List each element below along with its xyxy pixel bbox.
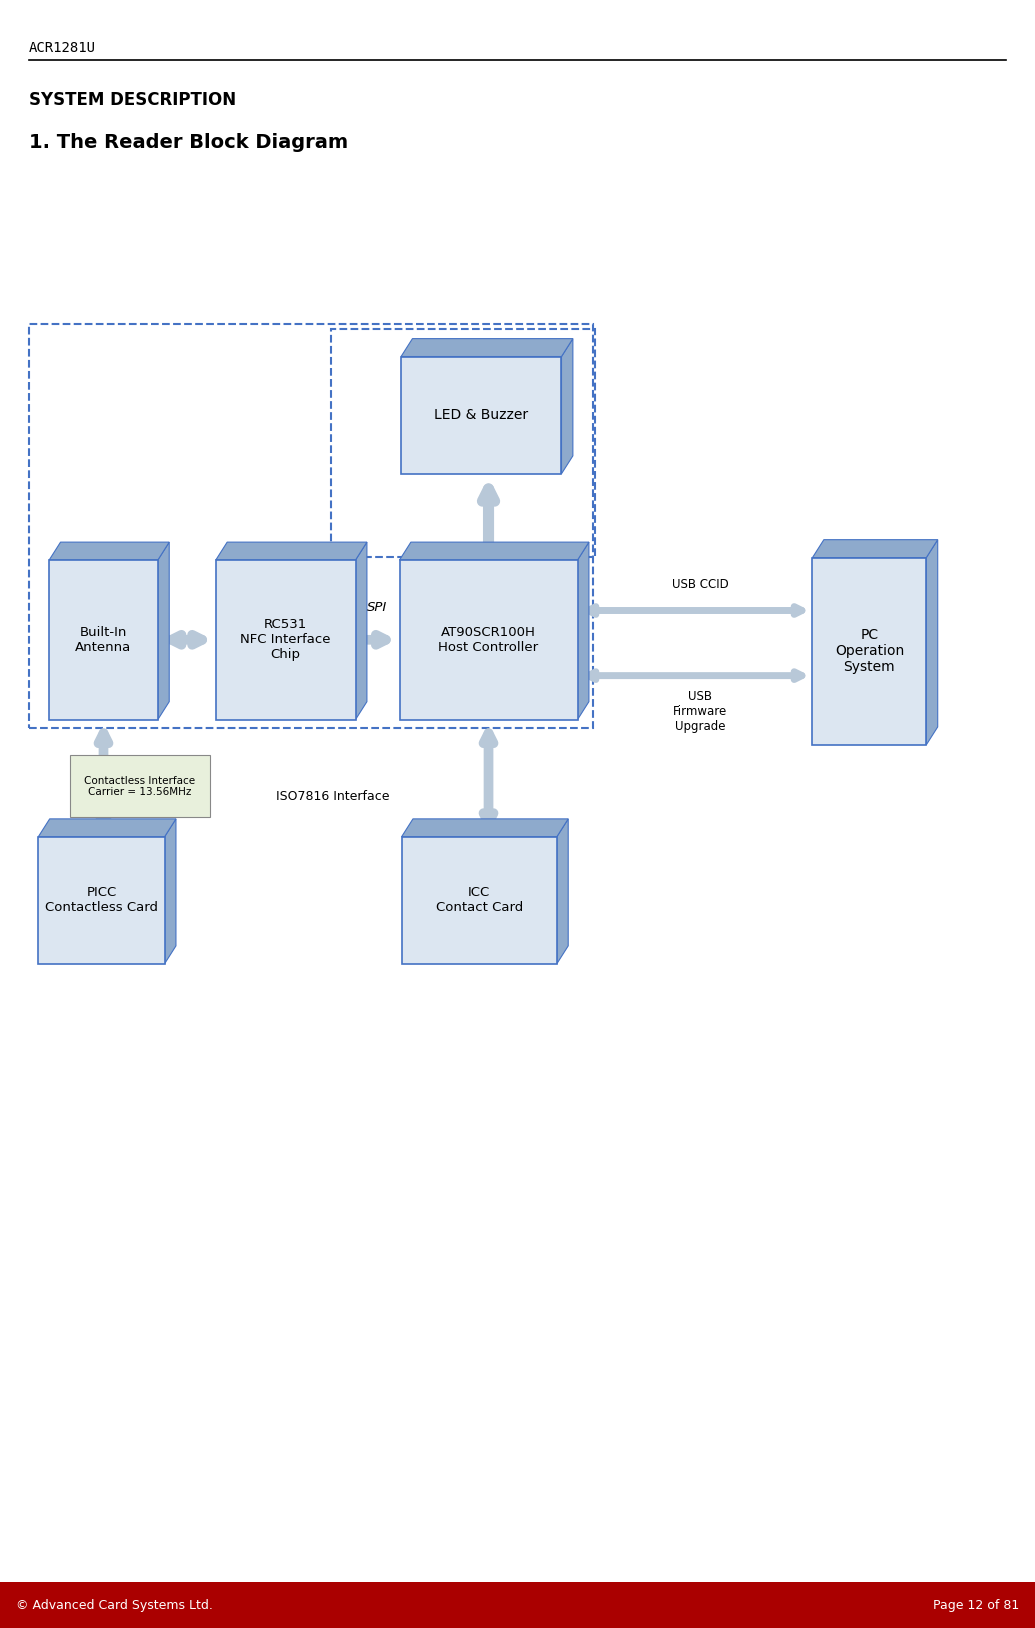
Polygon shape [557,819,568,964]
Text: ICC
Contact Card: ICC Contact Card [436,886,523,915]
Polygon shape [50,542,170,560]
FancyBboxPatch shape [402,837,557,964]
Text: 1. The Reader Block Diagram: 1. The Reader Block Diagram [29,133,348,153]
Text: AT90SCR100H
Host Controller: AT90SCR100H Host Controller [439,625,538,654]
Polygon shape [216,542,367,560]
FancyBboxPatch shape [216,560,356,720]
Polygon shape [400,542,589,560]
Polygon shape [165,819,176,964]
Text: USB CCID: USB CCID [672,578,729,591]
FancyBboxPatch shape [812,558,926,746]
Polygon shape [38,819,176,837]
FancyBboxPatch shape [402,357,561,474]
Polygon shape [578,542,589,720]
Text: ACR1281U: ACR1281U [29,41,96,55]
Text: Page 12 of 81: Page 12 of 81 [934,1599,1019,1612]
Text: SYSTEM DESCRIPTION: SYSTEM DESCRIPTION [29,91,236,109]
Text: LED & Buzzer: LED & Buzzer [435,409,528,422]
Polygon shape [402,339,572,357]
Polygon shape [812,540,938,558]
Text: RC531
NFC Interface
Chip: RC531 NFC Interface Chip [240,619,331,661]
Polygon shape [561,339,572,474]
FancyBboxPatch shape [70,755,209,817]
Text: SPI: SPI [367,601,388,614]
Text: © Advanced Card Systems Ltd.: © Advanced Card Systems Ltd. [16,1599,212,1612]
Polygon shape [157,542,170,720]
Text: PC
Operation
System: PC Operation System [835,628,904,674]
Polygon shape [926,540,938,746]
FancyBboxPatch shape [50,560,157,720]
Text: Contactless Interface
Carrier = 13.56MHz: Contactless Interface Carrier = 13.56MHz [84,775,196,798]
FancyBboxPatch shape [0,1582,1035,1628]
Text: ISO7816 Interface: ISO7816 Interface [276,790,389,803]
Text: Built-In
Antenna: Built-In Antenna [76,625,131,654]
FancyBboxPatch shape [38,837,165,964]
Bar [29,324,593,728]
Text: PICC
Contactless Card: PICC Contactless Card [45,886,158,915]
Bar [331,329,595,557]
Text: USB
Firmware
Upgrade: USB Firmware Upgrade [673,690,728,733]
FancyBboxPatch shape [400,560,578,720]
Polygon shape [356,542,367,720]
Polygon shape [402,819,568,837]
